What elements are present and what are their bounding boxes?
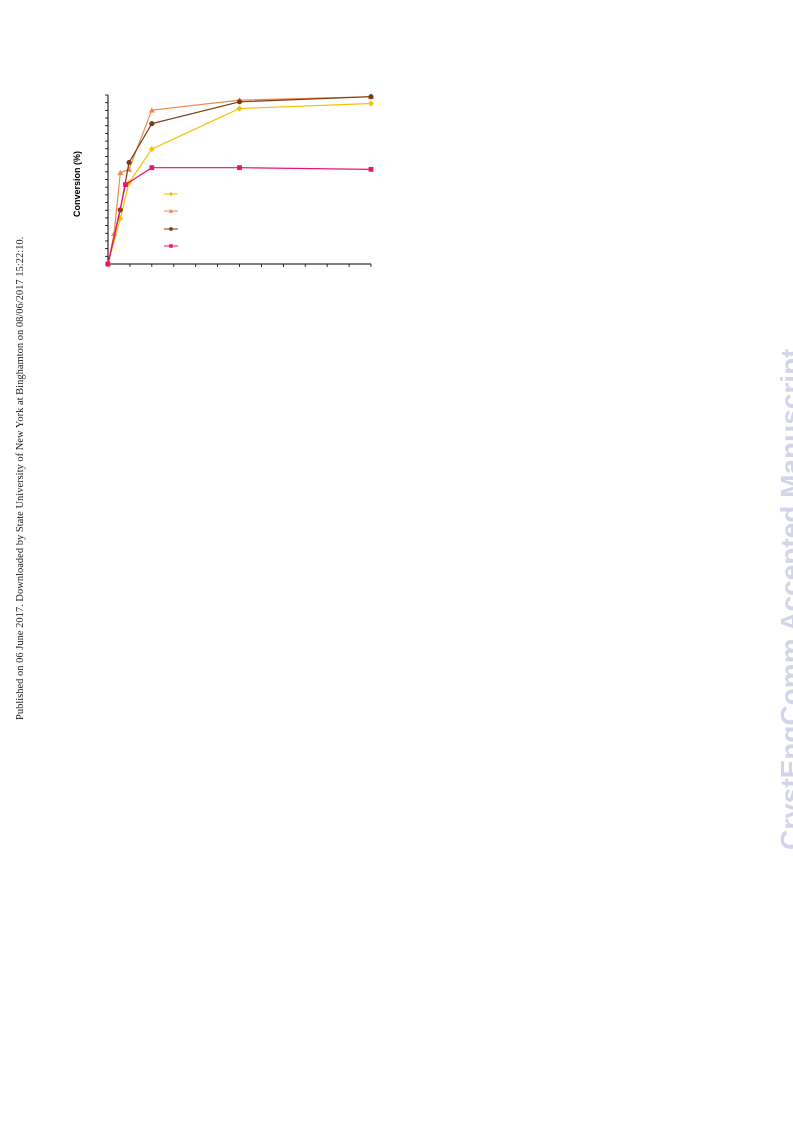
data-point [117, 215, 124, 222]
legend-marker [169, 244, 173, 248]
data-point [123, 182, 128, 187]
series-line [107, 167, 372, 265]
data-point [126, 160, 132, 166]
y-axis-title: Conversion (%) [72, 151, 82, 217]
data-point [111, 230, 118, 236]
legend-entry-4 [164, 244, 178, 248]
axes [105, 94, 372, 267]
series-line [107, 102, 372, 265]
data-point [117, 169, 124, 176]
legend-marker [168, 208, 174, 213]
data-point [368, 94, 374, 100]
series-2 [105, 93, 374, 267]
data-point [149, 121, 155, 127]
series-4 [105, 165, 374, 267]
legend-marker [168, 191, 174, 197]
legend [164, 191, 178, 248]
series-3 [105, 94, 374, 267]
data-point [148, 107, 155, 113]
data-point [236, 105, 243, 112]
data-point [368, 100, 374, 107]
legend-entry-1 [164, 191, 178, 197]
conversion-chart: Conversion (%) [72, 93, 374, 267]
legend-entry-2 [164, 208, 178, 213]
data-point [148, 146, 155, 153]
series-group [105, 93, 374, 267]
data-point [105, 261, 111, 267]
legend-entry-3 [164, 227, 178, 231]
data-point [368, 166, 374, 172]
data-point [236, 99, 243, 105]
data-point [237, 165, 242, 171]
legend-marker [169, 227, 173, 231]
accepted-manuscript-watermark: CrystEngComm Accepted Manuscript [775, 348, 793, 851]
publication-note: Published on 06 June 2017. Downloaded by… [15, 236, 26, 720]
data-point [149, 165, 155, 171]
series-line [107, 96, 372, 265]
